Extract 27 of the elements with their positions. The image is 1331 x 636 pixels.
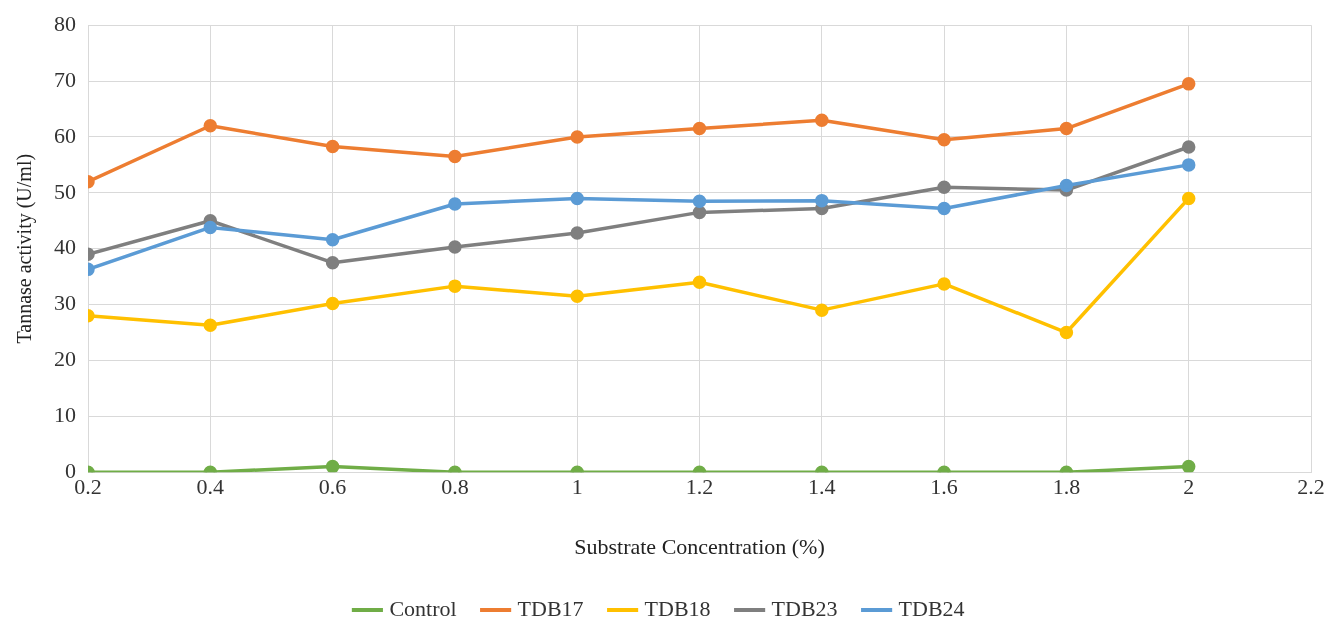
y-tick-label: 70 bbox=[54, 66, 76, 92]
y-tick-label: 20 bbox=[54, 346, 76, 372]
y-tick-label: 10 bbox=[54, 402, 76, 428]
legend-label: TDB18 bbox=[644, 595, 711, 621]
x-tick-label: 0.6 bbox=[318, 474, 347, 500]
y-tick-label: 50 bbox=[54, 178, 76, 204]
x-tick-label: 0.8 bbox=[441, 474, 469, 500]
x-axis-title: Substrate Concentration (%) bbox=[574, 533, 825, 559]
x-tick-label: 2.2 bbox=[1297, 474, 1325, 500]
x-tick-label: 0.4 bbox=[196, 474, 225, 500]
x-tick-label: 1.6 bbox=[930, 474, 958, 500]
legend-label: TDB17 bbox=[517, 595, 584, 621]
x-tick-label: 1.8 bbox=[1052, 474, 1081, 500]
x-tick-label: 1.2 bbox=[685, 474, 714, 500]
legend-label: TDB23 bbox=[771, 595, 838, 621]
legend-label: TDB24 bbox=[898, 595, 965, 621]
legend-label: Control bbox=[389, 595, 457, 621]
y-tick-label: 30 bbox=[54, 290, 76, 316]
x-tick-label: 1 bbox=[571, 474, 583, 500]
x-tick-label: 2 bbox=[1183, 474, 1195, 500]
x-tick-label: 0.2 bbox=[74, 474, 102, 500]
y-tick-label: 40 bbox=[54, 234, 76, 260]
x-tick-label: 1.4 bbox=[808, 474, 836, 500]
y-tick-label: 80 bbox=[54, 10, 76, 36]
y-tick-label: 0 bbox=[65, 457, 76, 483]
y-tick-label: 60 bbox=[54, 122, 76, 148]
y-axis-title: Tannase activity (U/ml) bbox=[13, 153, 37, 344]
